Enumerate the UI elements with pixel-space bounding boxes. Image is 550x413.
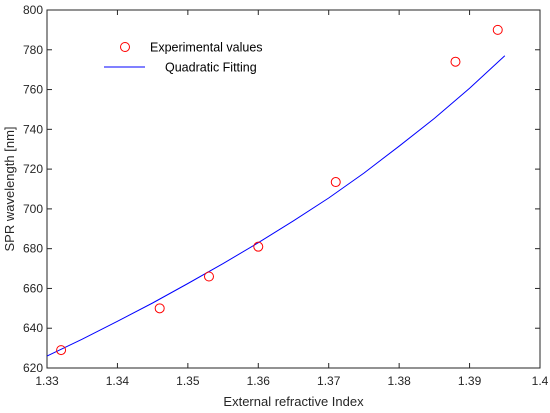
y-tick-label: 680: [23, 242, 43, 256]
x-tick-label: 1.37: [317, 374, 341, 388]
legend-label-experimental: Experimental values: [150, 41, 263, 55]
x-tick-label: 1.35: [176, 374, 200, 388]
x-tick-label: 1.4: [532, 374, 549, 388]
x-tick-label: 1.38: [387, 374, 411, 388]
x-tick-label: 1.34: [106, 374, 130, 388]
plot-frame: [46, 9, 541, 369]
x-tick-label: 1.33: [35, 374, 59, 388]
y-tick-label: 700: [23, 202, 43, 216]
series-layer: [47, 24, 506, 357]
data-point-experimental: [492, 24, 503, 35]
y-tick-label: 740: [23, 122, 43, 136]
data-point-experimental: [203, 271, 214, 282]
legend-marker-experimental: [120, 42, 130, 52]
x-tick-label: 1.39: [458, 374, 482, 388]
series-line-quadratic-fitting: [47, 55, 506, 357]
data-point-experimental: [253, 241, 264, 252]
y-tick-label: 660: [23, 281, 43, 295]
x-axis-label: External refractive Index: [223, 394, 364, 409]
legend-label-quadratic: Quadratic Fitting: [165, 61, 257, 75]
axis-ticks: 1.33 1.34 1.35 1.36 1.37 1.38 1.39 1.4 620 640 660…: [23, 3, 549, 388]
legend: Experimental values Quadratic Fitting: [102, 35, 296, 81]
y-axis-label: SPR wavelength [nm]: [2, 126, 17, 251]
legend-box: [102, 35, 296, 81]
y-tick-label: 780: [23, 43, 43, 57]
data-point-experimental: [154, 303, 165, 314]
data-point-experimental: [450, 56, 461, 67]
y-tick-label: 760: [23, 83, 43, 97]
data-point-experimental: [330, 177, 341, 188]
data-point-experimental: [56, 345, 67, 356]
y-tick-label: 620: [23, 361, 43, 375]
y-tick-label: 640: [23, 321, 43, 335]
y-tick-label: 720: [23, 162, 43, 176]
y-tick-label: 800: [23, 3, 43, 17]
x-tick-label: 1.36: [247, 374, 271, 388]
